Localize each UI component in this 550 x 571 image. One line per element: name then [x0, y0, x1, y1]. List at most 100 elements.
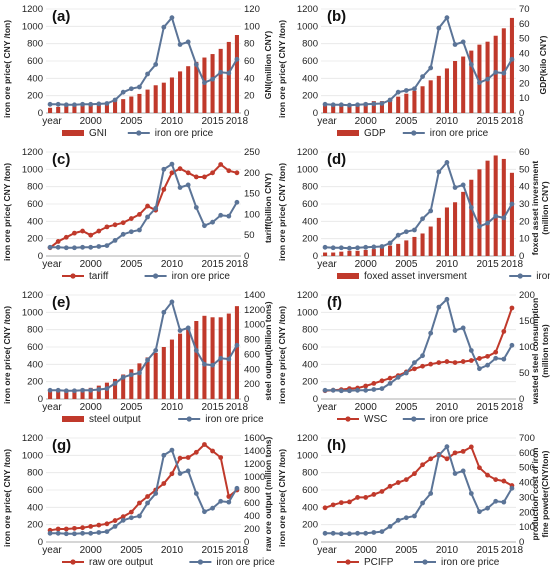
legend-label: steel output: [89, 414, 141, 425]
point-iron-ore-price: [509, 342, 515, 348]
right-tick-label: 100: [244, 21, 260, 32]
point-pcifp: [371, 492, 377, 497]
bar-steel-output: [226, 313, 231, 399]
point-iron-ore-price: [104, 386, 110, 391]
point-iron-ore-price: [80, 101, 85, 107]
point-tariff: [193, 174, 199, 180]
bar-foxed-asset-inversment: [347, 250, 352, 256]
bar-gdp: [339, 104, 344, 113]
bar-gdp: [371, 101, 376, 113]
point-iron-ore-price: [395, 517, 401, 523]
point-iron-ore-price: [63, 245, 69, 251]
point-pcifp: [355, 495, 360, 500]
bar-foxed-asset-inversment: [436, 217, 441, 256]
series-line-tariff: [49, 163, 238, 249]
point-iron-ore-price: [387, 97, 393, 103]
point-iron-ore-price: [226, 70, 232, 76]
point-iron-ore-price: [501, 356, 507, 362]
legend-swatch-marker: [153, 273, 159, 279]
bar-foxed-asset-inversment: [493, 155, 498, 256]
right-axis-title: tariff(billion CNY): [263, 173, 273, 243]
point-pcifp: [428, 456, 434, 462]
right-tick-label: 40: [244, 73, 255, 84]
point-iron-ore-price: [436, 169, 442, 175]
point-iron-ore-price: [161, 24, 167, 30]
right-axis-title-line: (million tons): [540, 324, 550, 378]
right-tick-label: 50: [244, 230, 255, 241]
point-iron-ore-price: [120, 231, 126, 237]
chart-panel-a: 0 200 400 600 800 1000 1200 0 20 40 60 80 100 120 year…: [2, 4, 273, 139]
right-axis-title: GNI(million CNY): [263, 31, 273, 100]
point-tariff: [104, 224, 110, 230]
point-iron-ore-price: [460, 325, 466, 331]
legend-swatch-bar: [62, 130, 84, 136]
point-raw-ore-output: [169, 471, 175, 477]
point-iron-ore-price: [104, 101, 110, 106]
point-iron-ore-price: [177, 328, 183, 333]
point-iron-ore-price: [509, 201, 515, 207]
point-iron-ore-price: [347, 388, 352, 394]
right-tick-label: 250: [244, 147, 260, 158]
point-pcifp: [330, 502, 336, 508]
point-iron-ore-price: [452, 42, 458, 47]
point-pcifp: [347, 499, 352, 505]
left-tick-label: 200: [302, 91, 318, 102]
point-tariff: [177, 166, 183, 172]
x-tick-label: 2015: [476, 116, 499, 127]
point-wsc: [468, 358, 474, 363]
right-tick-label: 500: [519, 463, 535, 474]
bar-gdp: [379, 101, 384, 113]
point-iron-ore-price: [96, 244, 102, 249]
right-tick-label: 20: [519, 216, 530, 227]
point-iron-ore-price: [137, 227, 142, 233]
right-axis-title-line: foxed asset inversment: [530, 161, 540, 256]
left-axis-title: iron ore price( CNY /ton): [2, 20, 12, 118]
right-tick-label: 20: [244, 91, 255, 102]
x-tick-label: 2005: [395, 116, 418, 127]
point-pcifp: [420, 462, 425, 468]
bar-foxed-asset-inversment: [428, 226, 433, 256]
point-raw-ore-output: [55, 526, 61, 532]
right-tick-label: 400: [519, 478, 535, 489]
chart-panel-h: 0 200 400 600 800 1000 1200 0 100 200 300 400 500 600…: [277, 433, 550, 568]
point-wsc: [387, 375, 393, 381]
point-iron-ore-price: [55, 101, 61, 107]
x-tick-label: 2015: [476, 545, 499, 556]
point-tariff: [112, 222, 118, 228]
point-iron-ore-price: [452, 328, 458, 333]
right-tick-label: 400: [244, 511, 260, 522]
x-tick-label: year: [42, 402, 62, 413]
x-tick-label: 2018: [226, 545, 249, 556]
left-tick-label: 400: [302, 73, 318, 84]
right-tick-label: 60: [519, 147, 530, 158]
x-tick-label: 2018: [501, 259, 524, 270]
point-pcifp: [477, 465, 482, 471]
x-tick-label: year: [42, 545, 62, 556]
legend-swatch-marker: [517, 273, 523, 279]
point-iron-ore-price: [322, 244, 328, 250]
right-tick-label: 0: [244, 108, 249, 119]
point-iron-ore-price: [96, 530, 102, 535]
point-iron-ore-price: [226, 213, 232, 219]
point-wsc: [452, 360, 458, 365]
left-tick-label: 400: [27, 359, 43, 370]
point-iron-ore-price: [363, 530, 369, 536]
right-tick-label: 50: [519, 368, 530, 379]
panel-label: (e): [52, 294, 70, 311]
bar-foxed-asset-inversment: [363, 249, 368, 256]
left-axis-title: iron ore price( CNY /ton): [277, 306, 287, 404]
point-wsc: [444, 359, 450, 364]
point-wsc: [363, 383, 369, 389]
point-iron-ore-price: [371, 387, 377, 392]
x-tick-label: 2005: [120, 402, 143, 413]
point-iron-ore-price: [468, 62, 474, 67]
point-wsc: [485, 353, 490, 359]
legend-swatch-bar: [62, 416, 84, 422]
point-iron-ore-price: [218, 355, 224, 361]
left-tick-label: 200: [27, 520, 43, 531]
right-tick-label: 1600: [244, 433, 265, 444]
right-tick-label: 0: [519, 394, 524, 405]
point-pcifp: [501, 478, 507, 484]
right-tick-label: 200: [519, 507, 535, 518]
point-iron-ore-price: [137, 370, 142, 376]
